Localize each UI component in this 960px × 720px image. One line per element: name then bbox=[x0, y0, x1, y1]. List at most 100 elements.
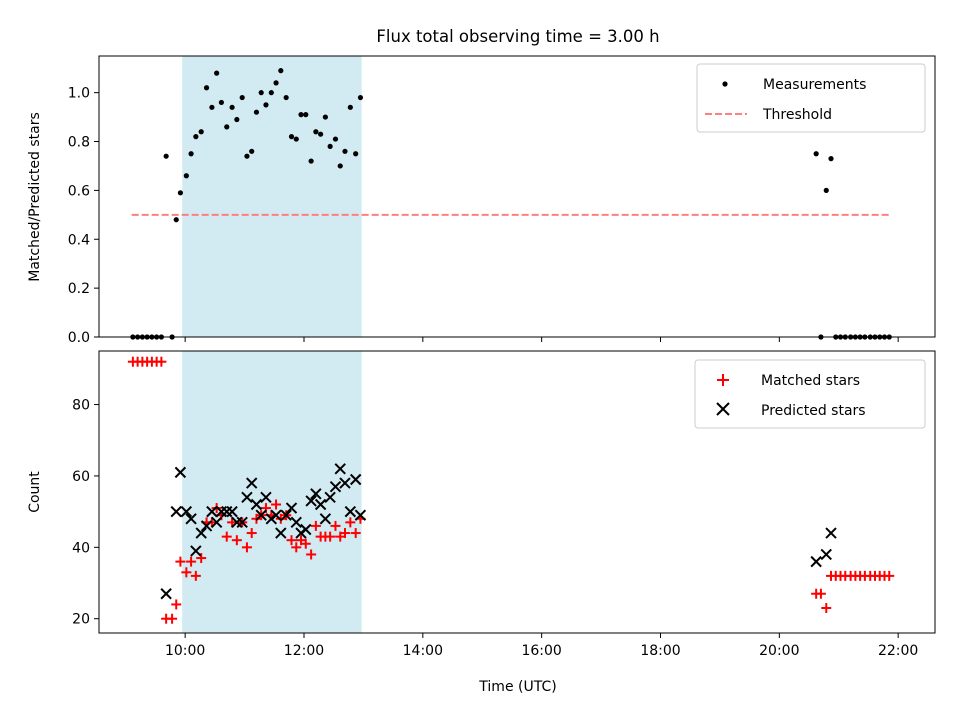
x-tick-label: 20:00 bbox=[759, 643, 799, 659]
y-tick-label: 1.0 bbox=[68, 86, 90, 102]
measurement-point bbox=[224, 124, 230, 130]
measurement-point bbox=[244, 153, 250, 159]
predicted-point bbox=[270, 509, 282, 521]
matched-point bbox=[306, 549, 317, 560]
legend-measurements-label: Measurements bbox=[763, 77, 866, 93]
y-tick-label: 60 bbox=[72, 469, 90, 485]
predicted-point bbox=[820, 548, 832, 561]
x-ticks: 10:00 12:00 14:00 16:00 18:00 20:00 22:00 bbox=[165, 337, 918, 659]
matched-point bbox=[171, 599, 182, 610]
figure-title: Flux total observing time = 3.00 h bbox=[376, 27, 659, 46]
measurement-point bbox=[173, 217, 179, 223]
legend-matched-label: Matched stars bbox=[761, 373, 860, 389]
measurement-point bbox=[198, 129, 204, 135]
matched-point bbox=[345, 517, 356, 528]
matched-point bbox=[286, 535, 297, 546]
bottom-legend-box bbox=[694, 359, 926, 429]
measurement-point bbox=[332, 136, 339, 142]
top-panel: 0.0 0.2 0.4 0.6 0.8 1.0 Matched/Predicted sta… bbox=[27, 55, 936, 346]
matched-point bbox=[181, 567, 192, 578]
bottom-frame bbox=[98, 350, 936, 634]
predicted-point bbox=[314, 498, 327, 511]
predicted-point bbox=[300, 523, 312, 536]
matched-point bbox=[884, 570, 895, 581]
measurement-point bbox=[193, 134, 199, 140]
matched-point bbox=[186, 556, 197, 567]
predicted-point bbox=[190, 545, 202, 557]
measurement-point bbox=[263, 102, 269, 108]
measurement-point bbox=[229, 104, 235, 110]
measurement-point bbox=[347, 104, 353, 110]
measurement-point bbox=[253, 109, 260, 115]
y-tick-label: 40 bbox=[72, 540, 90, 556]
predicted-point bbox=[324, 491, 336, 504]
measurement-point bbox=[188, 151, 194, 157]
matched-point bbox=[206, 517, 217, 528]
measurement-point bbox=[249, 148, 255, 154]
legend-threshold-label: Threshold bbox=[762, 107, 832, 123]
matched-point bbox=[227, 517, 238, 528]
predicted-point bbox=[290, 516, 302, 529]
top-legend-box bbox=[696, 63, 926, 133]
y-tick-label: 0.4 bbox=[68, 232, 90, 248]
matched-point bbox=[310, 520, 321, 531]
bottom-shaded-region bbox=[182, 351, 362, 633]
y-tick-label: 80 bbox=[72, 398, 90, 414]
legend-predicted-marker bbox=[716, 402, 730, 416]
predicted-point bbox=[319, 513, 332, 525]
predicted-point bbox=[260, 491, 272, 504]
measurement-point bbox=[273, 80, 279, 86]
measurement-point bbox=[218, 99, 224, 106]
predicted-point bbox=[349, 473, 362, 486]
x-tick-label: 16:00 bbox=[521, 643, 561, 659]
measurement-point bbox=[288, 134, 295, 140]
measurement-point bbox=[353, 151, 359, 157]
legend-measurements-marker bbox=[722, 81, 728, 87]
predicted-point bbox=[305, 495, 317, 507]
y-tick-label: 0.2 bbox=[68, 281, 90, 297]
legend-predicted-label: Predicted stars bbox=[761, 403, 866, 419]
legend-matched-marker bbox=[717, 374, 729, 386]
matched-point bbox=[221, 531, 232, 542]
measurement-point bbox=[318, 131, 324, 137]
predicted-point bbox=[280, 509, 292, 521]
y-tick-label: 0.6 bbox=[68, 183, 90, 199]
matched-point bbox=[300, 538, 311, 549]
predicted-point bbox=[241, 491, 253, 504]
matched-point bbox=[167, 613, 178, 624]
measurement-point bbox=[203, 85, 210, 91]
bottom-y-axis-label: Count bbox=[27, 471, 43, 513]
measurement-point bbox=[283, 94, 289, 101]
predicted-point bbox=[185, 513, 197, 525]
predicted-point bbox=[339, 477, 351, 489]
measurement-point bbox=[357, 94, 364, 101]
x-axis-label: Time (UTC) bbox=[478, 679, 556, 695]
predicted-point bbox=[250, 498, 263, 511]
bottom-legend: Matched stars Predicted stars bbox=[694, 359, 926, 429]
measurement-point bbox=[813, 151, 819, 157]
matched-point bbox=[821, 603, 832, 614]
matched-point bbox=[241, 542, 252, 553]
measurement-point bbox=[823, 187, 829, 193]
predicted-point bbox=[195, 527, 207, 539]
predicted-point bbox=[825, 527, 837, 539]
matched-point bbox=[271, 499, 282, 510]
measurement-point bbox=[303, 112, 309, 118]
predicted-point bbox=[344, 505, 357, 518]
matched-point bbox=[291, 542, 302, 553]
matched-point bbox=[231, 535, 242, 546]
measurement-point bbox=[342, 148, 348, 154]
x-tick-label: 18:00 bbox=[640, 643, 680, 659]
matched-point bbox=[190, 570, 201, 581]
top-shaded-region bbox=[182, 56, 362, 337]
top-y-axis-label: Matched/Predicted stars bbox=[27, 112, 43, 282]
y-tick-label: 0.0 bbox=[68, 330, 90, 346]
predicted-point bbox=[334, 463, 346, 475]
predicted-point bbox=[285, 502, 298, 514]
top-y-ticks: 0.0 0.2 0.4 0.6 0.8 1.0 bbox=[68, 86, 99, 346]
measurement-point bbox=[313, 129, 319, 135]
measurement-point bbox=[298, 112, 304, 118]
y-tick-label: 0.8 bbox=[68, 135, 90, 151]
predicted-point bbox=[226, 505, 238, 518]
